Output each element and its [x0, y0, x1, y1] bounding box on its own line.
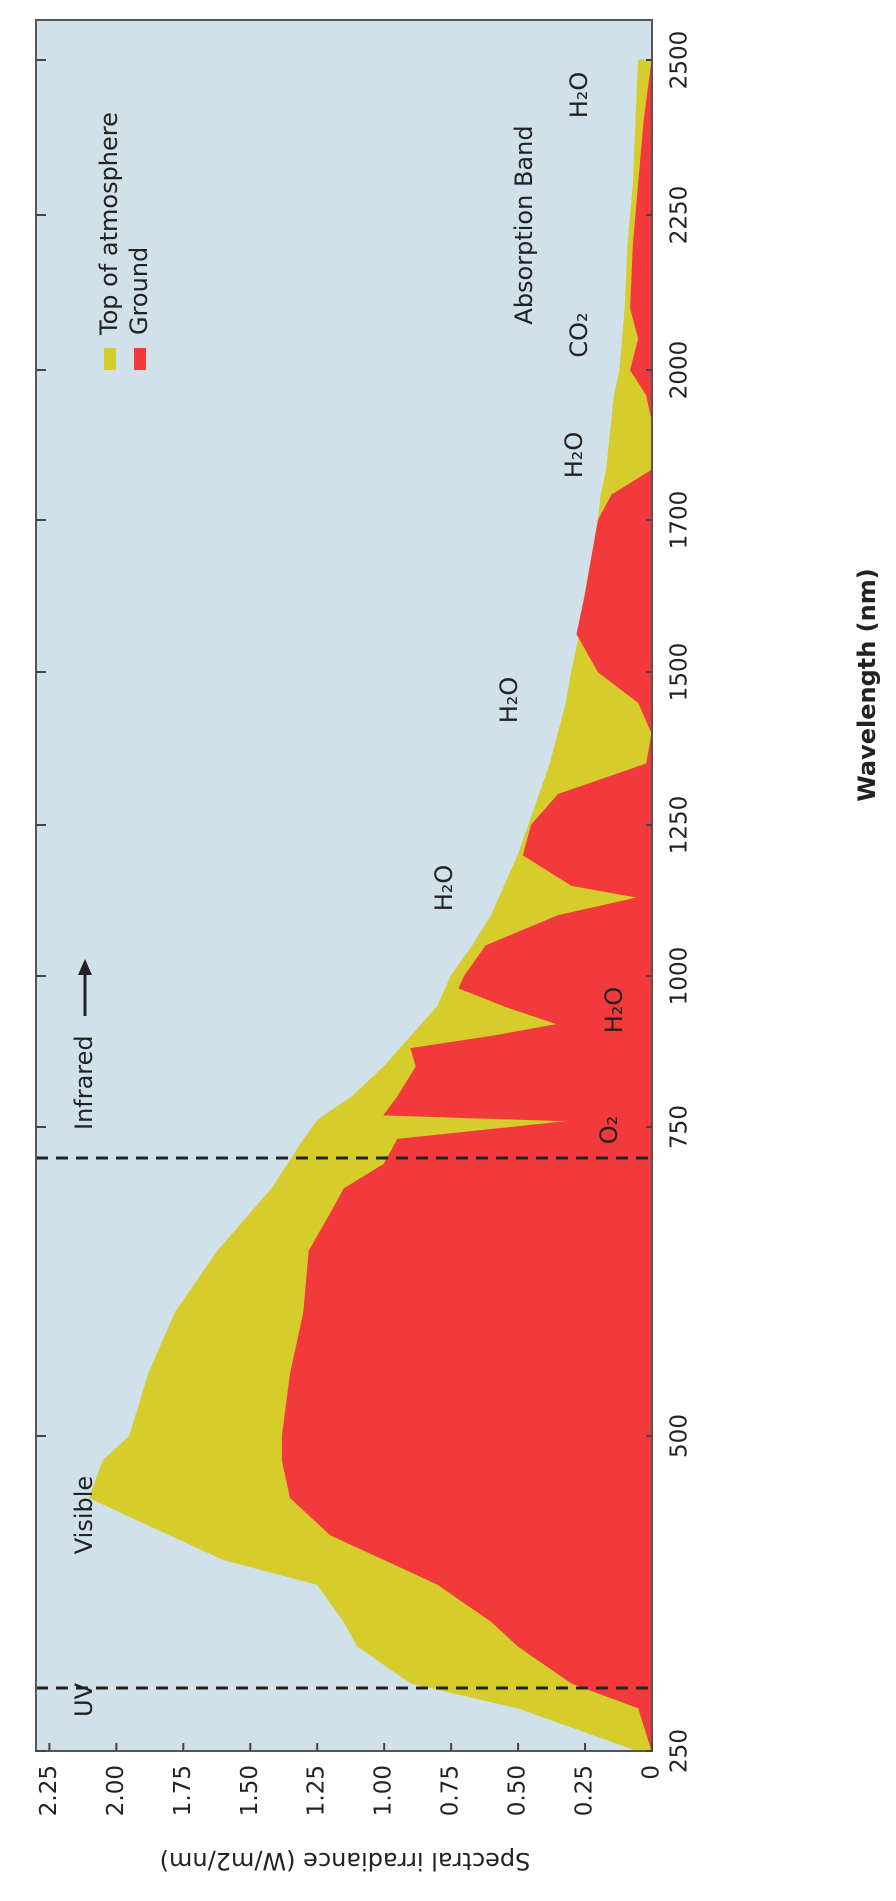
y-tick-label: 2.25 — [36, 1765, 62, 1816]
annotation: O₂ — [595, 1116, 623, 1145]
y-tick-label: 2.00 — [103, 1765, 129, 1816]
x-tick-label: 750 — [667, 1105, 693, 1149]
y-tick-label: 0 — [639, 1765, 665, 1780]
x-tick-label: 1000 — [667, 947, 693, 1006]
annotation: CO₂ — [565, 312, 593, 357]
annotation: H₂O — [565, 72, 593, 119]
x-tick-label: 2250 — [667, 186, 693, 245]
y-tick-label: 1.50 — [237, 1765, 263, 1816]
y-tick-label: 0.50 — [505, 1765, 531, 1816]
x-tick-label: 250 — [667, 1729, 693, 1773]
annotation: H₂O — [560, 432, 588, 479]
rotated-chart: Spectral irradiance (W/m2/nm) Wavelength… — [35, 19, 881, 1875]
x-tick-label: 2500 — [667, 31, 693, 90]
annotation: Absorption Band — [510, 125, 538, 324]
y-tick-label: 1.75 — [170, 1765, 196, 1816]
y-tick-label: 0.75 — [438, 1765, 464, 1816]
y-axis-title: Spectral irradiance (W/m2/nm) — [160, 1847, 531, 1875]
plot-frame — [35, 19, 653, 1752]
annotation: Visible — [70, 1476, 98, 1554]
annotation: H₂O — [495, 677, 523, 724]
x-tick-label: 2000 — [667, 341, 693, 400]
x-axis-title: Wavelength (nm) — [853, 568, 881, 801]
annotation: UV — [70, 1682, 98, 1717]
legend-label: Ground — [125, 247, 153, 335]
x-tick-label: 1700 — [667, 491, 693, 550]
x-tick-label: 1500 — [667, 643, 693, 702]
x-tick-label: 1250 — [667, 796, 693, 855]
legend-label: Top of atmosphere — [95, 112, 123, 336]
annotation: Infrared — [70, 1035, 98, 1130]
annotation: H₂O — [430, 865, 458, 912]
y-tick-label: 0.25 — [572, 1765, 598, 1816]
annotation-arrowhead — [78, 959, 92, 975]
annotation: H₂O — [600, 987, 628, 1034]
y-tick-label: 1.25 — [304, 1765, 330, 1816]
x-tick-label: 500 — [667, 1414, 693, 1458]
y-tick-label: 1.00 — [371, 1765, 397, 1816]
